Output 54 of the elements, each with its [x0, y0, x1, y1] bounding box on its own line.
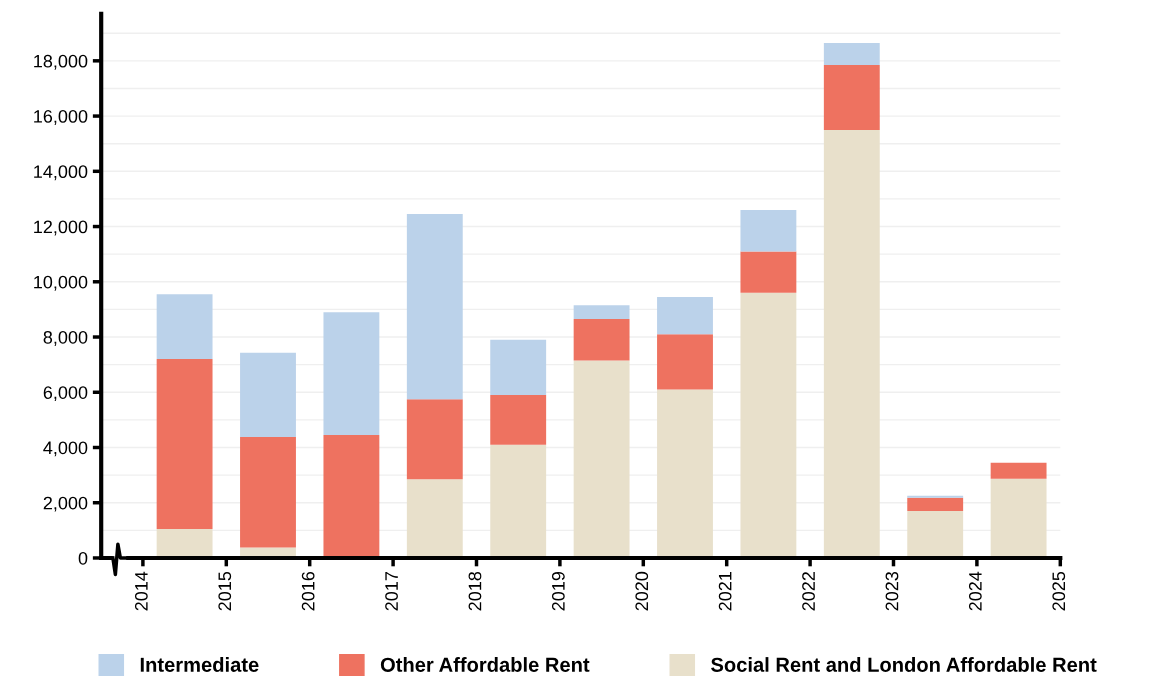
x-tick-label: 2024 — [968, 571, 982, 611]
y-tick-label: 0 — [78, 551, 88, 565]
bar — [156, 294, 213, 360]
y-tick-label: 8,000 — [43, 330, 88, 346]
bar — [657, 296, 713, 335]
bar — [740, 251, 797, 293]
bar — [823, 64, 880, 130]
y-tick-label: 6,000 — [43, 386, 88, 402]
bar — [573, 319, 630, 361]
bar — [323, 435, 380, 558]
x-tick-label: 2019 — [551, 572, 565, 611]
bar — [907, 511, 964, 558]
bar — [907, 497, 964, 512]
bar — [156, 359, 213, 529]
bar — [240, 437, 296, 548]
bar — [156, 528, 213, 558]
bar — [573, 305, 630, 320]
x-tick-label: 2023 — [885, 571, 899, 611]
bar — [406, 399, 463, 480]
bar — [740, 292, 797, 558]
bar — [657, 334, 713, 390]
bar — [406, 479, 463, 558]
bar — [406, 214, 463, 400]
legend-label: Social Rent and London Affordable Rent — [711, 657, 1097, 672]
legend-label: Other Affordable Rent — [380, 657, 590, 672]
x-tick-label: 2025 — [1052, 571, 1066, 611]
bar — [990, 462, 1047, 479]
bar — [823, 129, 880, 558]
y-tick-label: 2,000 — [43, 496, 88, 512]
y-tick-label: 10,000 — [34, 275, 88, 291]
y-tick-label: 12,000 — [34, 220, 88, 236]
bar — [490, 395, 547, 445]
bar — [657, 389, 713, 558]
x-tick-label: 2020 — [635, 571, 649, 611]
y-tick-label: 14,000 — [34, 165, 88, 181]
y-tick-label: 4,000 — [43, 441, 88, 457]
bar — [490, 339, 547, 396]
x-tick-label: 2014 — [134, 571, 148, 611]
x-tick-label: 2022 — [802, 572, 815, 611]
bar — [990, 478, 1047, 558]
y-tick-label: 16,000 — [34, 110, 88, 125]
bar — [740, 209, 797, 252]
x-tick-label: 2021 — [718, 572, 732, 611]
bar — [823, 42, 880, 65]
y-tick-label: 18,000 — [34, 54, 88, 70]
x-tick-label: 2018 — [468, 571, 482, 611]
legend-label: Intermediate — [140, 657, 259, 672]
x-tick-label: 2017 — [385, 572, 398, 611]
bar — [323, 312, 380, 436]
bar — [240, 352, 296, 437]
bar — [490, 444, 547, 558]
x-tick-label: 2015 — [218, 571, 232, 611]
bar — [573, 360, 630, 558]
x-tick-label: 2016 — [301, 571, 315, 611]
